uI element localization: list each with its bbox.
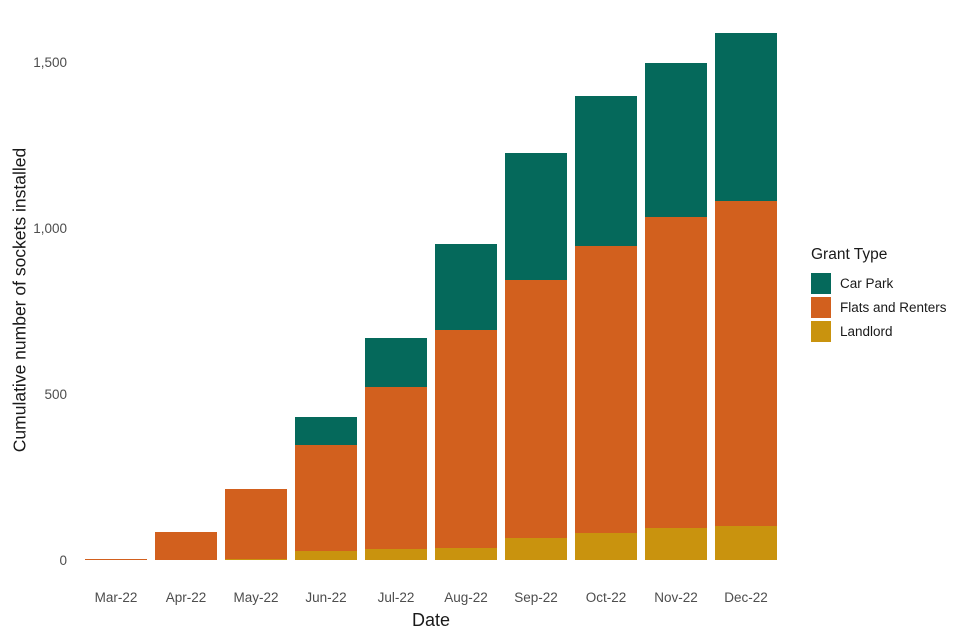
bar-sep-22 [505,153,567,561]
bar-segment-car-park [365,338,427,388]
legend-item-car-park: Car Park [811,273,947,294]
legend-key-swatch [811,297,831,318]
bar-segment-flats-and-renters [505,279,567,539]
bar-segment-car-park [715,32,777,201]
x-tick-label: Apr-22 [165,590,207,605]
x-tick-label: Sep-22 [514,590,558,605]
legend-key-swatch [811,321,831,342]
y-tick-label: 1,000 [33,220,67,236]
bar-may-22 [225,489,287,561]
y-tick-label: 0 [59,552,67,568]
y-tick-label: 1,500 [33,54,67,70]
bar-mar-22 [85,558,147,561]
legend-key-swatch [811,273,831,294]
bar-segment-flats-and-renters [435,330,497,549]
legend-title: Grant Type [811,246,888,263]
bar-segment-flats-and-renters [645,216,707,529]
x-tick-label: Mar-22 [94,590,138,605]
bar-segment-landlord [365,549,427,561]
y-axis-title: Cumulative number of sockets installed [9,147,30,453]
bar-segment-landlord [715,525,777,561]
bar-segment-flats-and-renters [85,558,147,561]
x-axis-title: Date [411,610,451,630]
x-tick-label: Aug-22 [444,590,488,605]
x-tick-label: Jun-22 [305,590,347,605]
x-tick-label: Nov-22 [654,590,698,605]
bar-segment-car-park [575,96,637,247]
bar-segment-landlord [295,550,357,561]
bar-segment-flats-and-renters [155,531,217,561]
bar-segment-landlord [575,533,637,561]
legend-item-label: Landlord [840,324,893,339]
bar-jul-22 [365,338,427,561]
bar-segment-flats-and-renters [365,387,427,550]
bar-segment-car-park [295,417,357,445]
bar-segment-landlord [645,528,707,561]
bar-segment-landlord [225,558,287,561]
bar-jun-22 [295,417,357,561]
bar-oct-22 [575,96,637,561]
bar-segment-car-park [435,244,497,331]
bar-segment-flats-and-renters [575,246,637,534]
legend-item-landlord: Landlord [811,321,947,342]
bar-nov-22 [645,63,707,561]
bar-apr-22 [155,531,217,561]
legend: Grant Type Car Park Flats and Renters Land… [811,246,947,345]
legend-item-flats-and-renters: Flats and Renters [811,297,947,318]
bar-segment-flats-and-renters [715,200,777,526]
legend-item-label: Flats and Renters [840,300,947,315]
x-tick-label: Dec-22 [724,590,768,605]
bar-segment-car-park [505,153,567,280]
bar-segment-landlord [505,538,567,561]
x-tick-label: Jul-22 [377,590,415,605]
legend-items: Car Park Flats and Renters Landlord [811,273,947,342]
bar-segment-flats-and-renters [295,444,357,551]
bar-segment-flats-and-renters [225,489,287,559]
legend-item-label: Car Park [840,276,894,291]
x-tick-label: May-22 [233,590,279,605]
bar-segment-car-park [645,63,707,217]
x-tick-label: Oct-22 [585,590,627,605]
bar-aug-22 [435,244,497,561]
y-tick-label: 500 [44,386,67,402]
bar-segment-landlord [435,548,497,561]
bar-dec-22 [715,32,777,561]
